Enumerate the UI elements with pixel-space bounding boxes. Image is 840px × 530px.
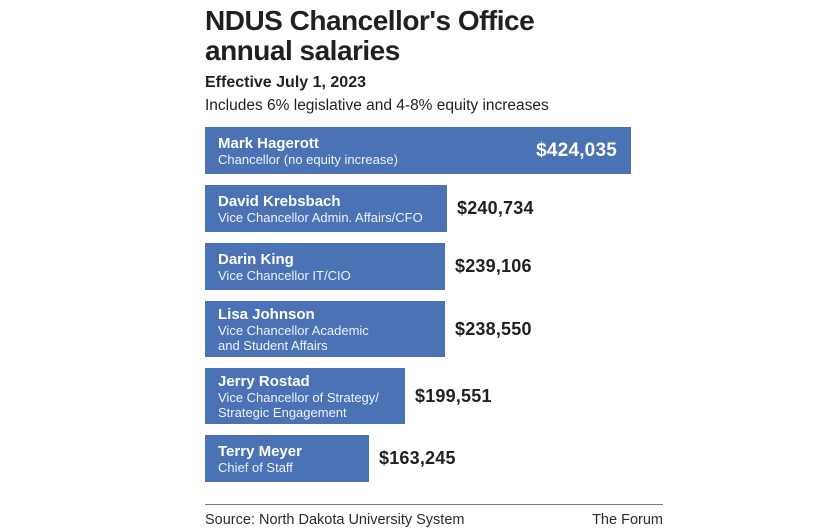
publisher-credit: The Forum [592,512,663,528]
salary-value: $163,245 [379,448,456,468]
chart-footer: Source: North Dakota University System T… [205,504,663,528]
person-name: Terry Meyer [218,442,302,460]
salary-bar: Terry Meyer Chief of Staff [205,435,369,482]
salary-row: Mark Hagerott Chancellor (no equity incre… [205,127,663,174]
salary-row: David Krebsbach Vice Chancellor Admin. Af… [205,185,663,232]
salary-row: Jerry Rostad Vice Chancellor of Strategy/… [205,368,663,424]
chart-title-line-2: annual salaries [205,35,400,66]
salary-bar: Darin King Vice Chancellor IT/CIO [205,243,445,290]
person-role: Vice Chancellor Admin. Affairs/CFO [218,209,423,225]
salary-value: $240,734 [457,198,534,218]
source-credit: Source: North Dakota University System [205,512,465,528]
person-role: Vice Chancellor IT/CIO [218,267,351,283]
person-name: Jerry Rostad [218,372,310,390]
chart-title-line-1: NDUS Chancellor's Office [205,5,535,36]
chart-subtitle-date: Effective July 1, 2023 [205,74,366,91]
chart-subtitle-note: Includes 6% legislative and 4-8% equity … [205,97,549,114]
person-name: Darin King [218,250,294,268]
salary-bar: David Krebsbach Vice Chancellor Admin. Af… [205,185,447,232]
salary-value: $239,106 [455,256,532,276]
person-name: Mark Hagerott [218,134,319,152]
salary-bar: Jerry Rostad Vice Chancellor of Strategy/… [205,368,405,424]
person-role: Strategic Engagement [218,404,347,420]
person-role: and Student Affairs [218,337,328,353]
person-role: Vice Chancellor of Strategy/ [218,389,379,405]
salary-bar: Mark Hagerott Chancellor (no equity incre… [205,127,631,174]
person-role: Vice Chancellor Academic [218,322,369,338]
person-role: Chief of Staff [218,459,293,475]
salary-row: Terry Meyer Chief of Staff $163,245 [205,435,663,482]
chart-title: NDUS Chancellor's Office annual salaries [205,6,663,66]
salary-value: $199,551 [415,385,492,406]
person-name: David Krebsbach [218,192,341,210]
salary-bar: Lisa Johnson Vice Chancellor Academic and … [205,301,445,357]
salary-value: $238,550 [455,318,532,339]
salary-rows: Mark Hagerott Chancellor (no equity incre… [205,127,663,482]
person-name: Lisa Johnson [218,305,315,323]
salary-value: $424,035 [536,139,617,161]
infographic: NDUS Chancellor's Office annual salaries… [205,6,663,528]
person-role: Chancellor (no equity increase) [218,151,398,167]
salary-row: Darin King Vice Chancellor IT/CIO $239,106 [205,243,663,290]
salary-row: Lisa Johnson Vice Chancellor Academic and … [205,301,663,357]
